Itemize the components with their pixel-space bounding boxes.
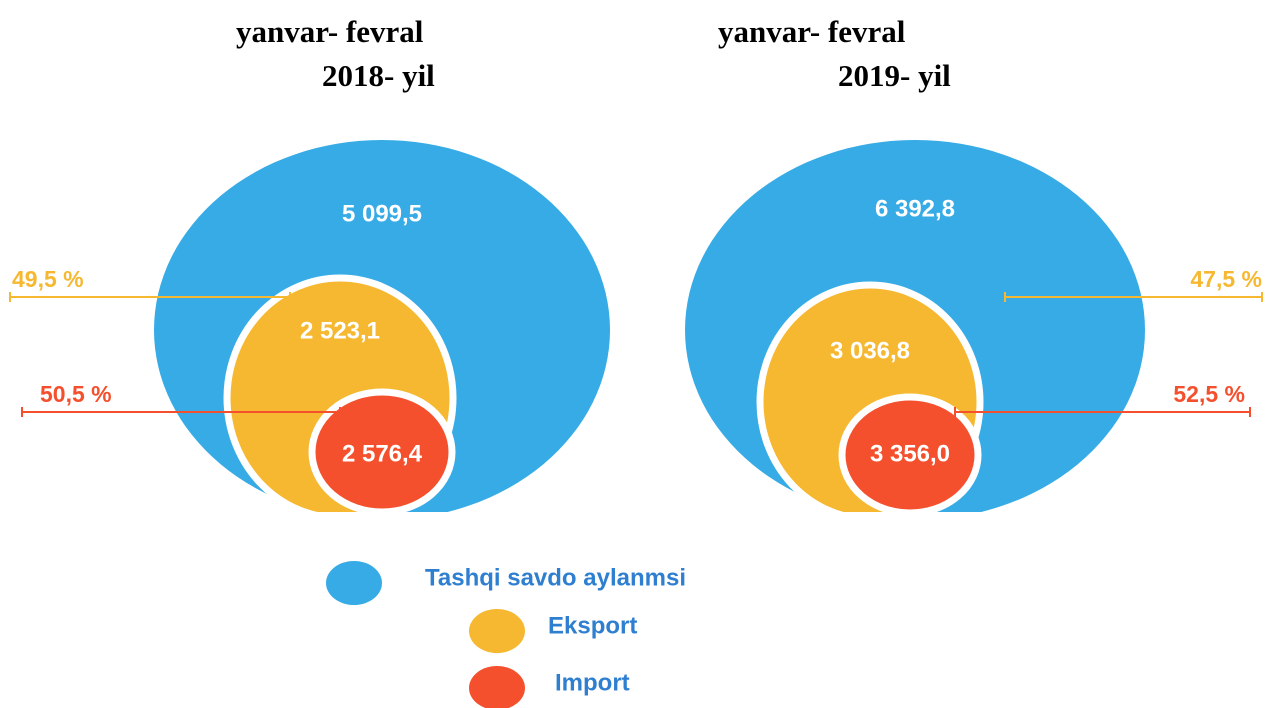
- legend-swatch: [469, 609, 525, 653]
- legend-label: Tashqi savdo aylanmsi: [425, 564, 686, 591]
- share-label: 50,5 %: [40, 381, 112, 407]
- legend-swatch: [469, 666, 525, 708]
- panel-subtitle: 2018- yil: [322, 58, 435, 93]
- legend-label: Eksport: [548, 612, 637, 639]
- value-label: 3 036,8: [830, 337, 910, 364]
- value-label: 3 356,0: [870, 440, 950, 467]
- legend-swatch: [326, 561, 382, 605]
- panel-title: yanvar- fevral: [718, 14, 906, 49]
- share-label: 52,5 %: [1173, 381, 1245, 407]
- value-label: 5 099,5: [342, 200, 422, 227]
- bottom-mask: [0, 512, 1267, 542]
- panel-title: yanvar- fevral: [236, 14, 424, 49]
- share-label: 47,5 %: [1190, 266, 1262, 292]
- value-label: 2 523,1: [300, 317, 380, 344]
- value-label: 6 392,8: [875, 195, 955, 222]
- share-label: 49,5 %: [12, 266, 84, 292]
- value-label: 2 576,4: [342, 440, 423, 467]
- panel-subtitle: 2019- yil: [838, 58, 951, 93]
- legend-label: Import: [555, 669, 630, 696]
